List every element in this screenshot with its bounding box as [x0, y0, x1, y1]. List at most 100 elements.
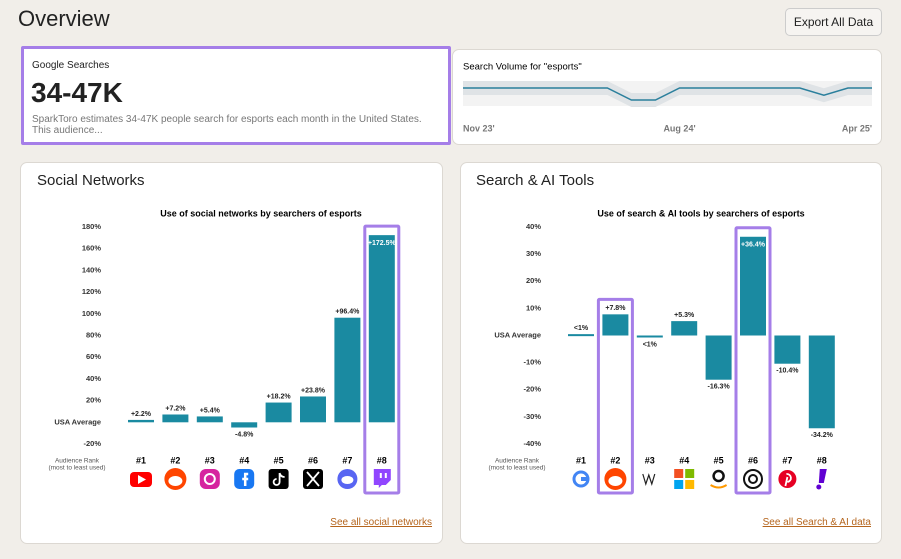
- value-label: +7.2%: [165, 405, 186, 412]
- card-title: Social Networks: [37, 172, 145, 189]
- y-tick-label: 20%: [86, 396, 101, 405]
- y-tick-label: 30%: [526, 249, 541, 258]
- y-tick-label: -20%: [523, 385, 541, 394]
- x-tick-label: #1: [136, 455, 146, 465]
- x-tick-label: #5: [274, 455, 284, 465]
- value-label: <1%: [643, 341, 658, 348]
- value-label: +18.2%: [267, 393, 292, 400]
- icon: [743, 469, 763, 489]
- x-tick-label: #4: [239, 455, 249, 465]
- y-tick-label: 40%: [86, 374, 101, 383]
- x-tick-label: #6: [308, 455, 318, 465]
- summary-value: 34-47K: [31, 77, 123, 108]
- value-label: +5.3%: [674, 312, 695, 319]
- value-label: +5.4%: [200, 407, 221, 414]
- y-tick-label: 160%: [82, 244, 102, 253]
- value-label: +23.8%: [301, 387, 326, 394]
- icon: [581, 477, 589, 481]
- bar: [300, 396, 326, 423]
- summary-label: Google Searches: [32, 60, 110, 71]
- volume-card: Search Volume for "esports" Nov 23' Aug 2…: [452, 49, 882, 145]
- y-tick-label: 10%: [526, 303, 541, 312]
- x-axis-label: Audience Rank: [495, 458, 540, 465]
- icon: [748, 474, 758, 484]
- icon: [608, 476, 623, 486]
- value-label: +36.4%: [741, 242, 766, 249]
- icon: [203, 473, 216, 485]
- icon: [341, 476, 354, 484]
- social-card: Social Networks Use of social networks b…: [20, 162, 443, 544]
- bar: [568, 334, 594, 337]
- x-tick-label: #3: [645, 455, 655, 465]
- y-tick-label: 20%: [526, 276, 541, 285]
- icon: [379, 473, 387, 478]
- x-tick-label: #7: [342, 455, 352, 465]
- bar: [705, 335, 732, 380]
- value-label: +96.4%: [335, 309, 360, 316]
- see-all-link[interactable]: See all social networks: [330, 517, 432, 528]
- see-all-link[interactable]: See all Search & AI data: [762, 517, 871, 528]
- x-tick-label: #2: [610, 455, 620, 465]
- value-label: -34.2%: [811, 432, 834, 439]
- export-button[interactable]: Export All Data: [785, 8, 882, 36]
- volume-chart: Search Volume for "esports" Nov 23' Aug 2…: [463, 62, 872, 133]
- icon: [199, 469, 220, 489]
- bar: [231, 422, 258, 428]
- y-tick-label: 120%: [82, 287, 102, 296]
- x-tick-label: #7: [782, 455, 792, 465]
- y-tick-label: USA Average: [54, 417, 101, 426]
- x-tick-label: #8: [817, 455, 827, 465]
- line: [463, 87, 872, 101]
- bar: [196, 416, 223, 423]
- bar: [740, 236, 766, 336]
- y-tick-label: -40%: [523, 439, 541, 448]
- bar: [368, 235, 395, 423]
- value-label: <1%: [574, 325, 589, 332]
- icon: [373, 469, 391, 488]
- icon: [685, 469, 695, 478]
- value-label: +172.5%: [368, 240, 397, 247]
- bar: [808, 335, 835, 429]
- value-label: -10.4%: [776, 368, 799, 375]
- icon: [272, 472, 285, 486]
- bar: [774, 335, 801, 364]
- icon: [674, 480, 684, 489]
- icon: [268, 469, 289, 489]
- x-tick-label: #5: [714, 455, 724, 465]
- bar: [671, 321, 698, 336]
- value-label: +2.2%: [131, 411, 152, 418]
- x-tick-label: #3: [205, 455, 215, 465]
- icon: [168, 476, 183, 486]
- y-tick-label: 140%: [82, 265, 102, 274]
- value-label: -16.3%: [708, 384, 731, 391]
- icon: [712, 469, 725, 483]
- bar: [602, 314, 629, 336]
- page-title: Overview: [18, 6, 110, 31]
- x-tick-label: Apr 25': [842, 123, 872, 133]
- icon: [685, 480, 695, 489]
- y-tick-label: 100%: [82, 309, 102, 318]
- value-label: -4.8%: [235, 431, 254, 438]
- search-chart: Use of search & AI tools by searchers of…: [488, 208, 835, 495]
- y-tick-label: USA Average: [494, 330, 541, 339]
- y-tick-label: -30%: [523, 412, 541, 421]
- y-tick-label: 80%: [86, 330, 101, 339]
- x-tick-label: #8: [377, 455, 387, 465]
- x-tick-label: #1: [576, 455, 586, 465]
- icon: [242, 472, 249, 486]
- x-axis-label: Audience Rank: [55, 458, 100, 465]
- y-tick-label: 60%: [86, 352, 101, 361]
- bar: [636, 335, 663, 338]
- chart-title: Use of social networks by searchers of e…: [160, 208, 362, 218]
- highlight-box: [363, 224, 401, 495]
- x-tick-label: #6: [748, 455, 758, 465]
- value-label: +7.8%: [605, 305, 626, 312]
- icon: [784, 473, 792, 487]
- bar: [265, 402, 292, 423]
- chart-title: Use of search & AI tools by searchers of…: [597, 208, 804, 218]
- y-tick-label: -10%: [523, 358, 541, 367]
- bar: [334, 317, 361, 423]
- x-tick-label: #2: [170, 455, 180, 465]
- x-tick-label: Nov 23': [463, 123, 495, 133]
